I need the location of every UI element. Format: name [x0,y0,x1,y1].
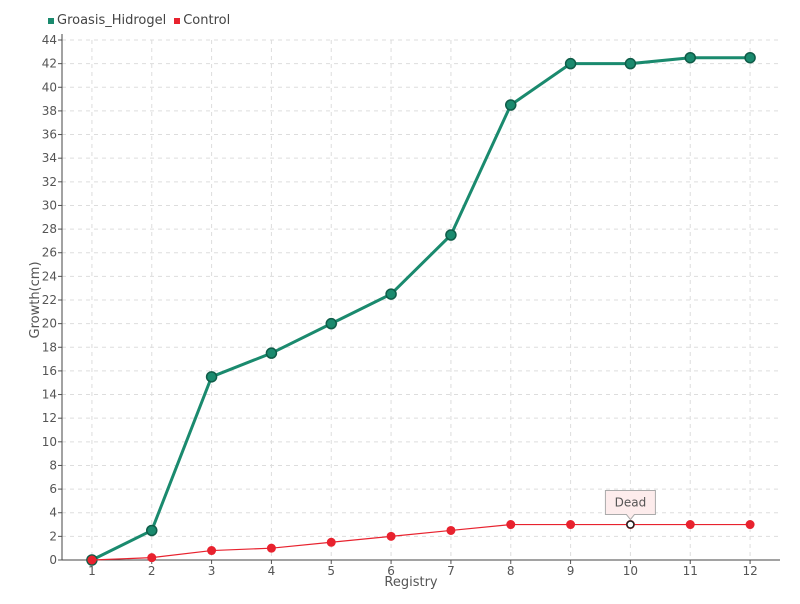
legend-swatch [48,17,54,24]
annotation-marker [626,520,635,529]
y-tick-label: 36 [42,128,57,142]
legend: Groasis_Hidrogel Control [48,13,230,28]
y-tick-label: 26 [42,246,57,260]
data-point [205,371,218,383]
data-point [207,546,217,556]
data-point [744,51,756,64]
x-tick-label: 3 [208,564,216,578]
data-point [684,51,696,64]
data-point [745,520,755,530]
y-tick-label: 42 [42,57,57,71]
legend-swatch [174,17,181,24]
y-tick-label: 22 [42,293,57,307]
y-tick-label: 10 [42,435,57,449]
y-tick-label: 24 [42,269,57,283]
data-point [87,555,97,565]
y-tick-label: 4 [49,506,57,520]
y-tick-label: 6 [49,482,57,496]
data-point [325,317,337,330]
y-tick-label: 20 [42,317,57,331]
y-tick-label: 34 [42,151,57,165]
x-tick-label: 2 [148,564,156,578]
y-tick-label: 18 [42,340,57,354]
annotation-box [604,490,656,521]
x-tick-label: 4 [268,564,276,578]
data-point [265,347,278,359]
y-tick-label: 0 [49,553,57,567]
legend-label: Control [183,13,231,28]
x-tick-label: 5 [327,564,335,578]
data-point [685,520,695,530]
data-point [147,553,157,563]
series-line [91,523,751,561]
x-tick-label: 9 [567,564,575,578]
data-point [385,288,397,300]
data-point [446,525,456,535]
data-point [326,537,336,547]
x-tick-label: 7 [447,564,455,578]
data-point [386,531,396,541]
y-tick-label: 32 [42,175,57,189]
x-tick-label: 11 [683,564,698,578]
y-tick-label: 14 [42,388,57,402]
x-tick-label: 8 [507,564,515,578]
legend-label: Groasis_Hidrogel [57,13,167,28]
y-tick-label: 28 [42,222,57,236]
x-tick-label: 1 [88,564,96,578]
data-point [506,520,516,530]
x-tick-label: 12 [742,564,757,578]
data-point [624,57,637,70]
annotation-label: Dead [615,496,647,510]
data-point [566,520,576,530]
data-point [445,229,457,241]
y-tick-label: 8 [49,458,57,472]
data-point [146,524,158,537]
series-line [91,56,751,562]
y-tick-label: 2 [49,529,57,543]
data-point [564,57,577,70]
legend-item: Groasis_Hidrogel [48,13,166,28]
y-tick-label: 16 [42,364,57,378]
y-tick-label: 40 [42,80,57,94]
y-tick-label: 38 [42,104,57,118]
x-axis-label: Registry [384,575,438,590]
data-point [505,99,517,111]
y-tick-label: 30 [42,198,57,212]
x-tick-label: 6 [387,564,395,578]
y-axis-label: Growth(cm) [28,261,43,338]
y-tick-label: 12 [42,411,57,425]
data-point [266,543,276,553]
legend-item: Control [174,13,230,28]
x-tick-label: 10 [623,564,638,578]
y-tick-label: 44 [42,33,57,47]
